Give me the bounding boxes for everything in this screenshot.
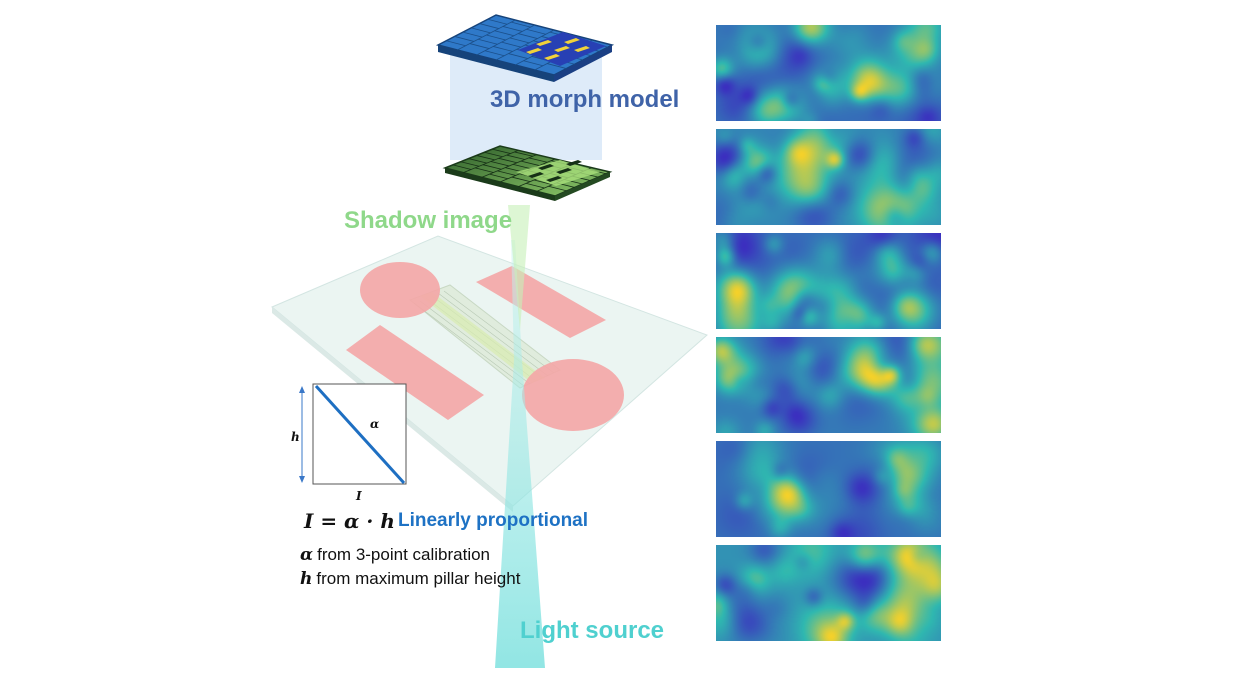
note-h-symbol: h xyxy=(300,569,313,589)
electrode-pads xyxy=(346,262,624,431)
note-alpha: α from 3-point calibration xyxy=(300,545,490,565)
equation: I = α · h xyxy=(304,509,395,533)
projection-column xyxy=(450,55,602,160)
light-beam-upper xyxy=(508,205,530,330)
note-alpha-text: from 3-point calibration xyxy=(317,545,491,564)
inset-line xyxy=(314,384,406,485)
heatmap-5 xyxy=(716,441,941,537)
linearly-proportional-label: Linearly proportional xyxy=(398,510,589,531)
heatmap-2 xyxy=(716,129,941,225)
light-beam xyxy=(495,240,545,668)
light-source-label: Light source xyxy=(520,617,665,644)
heatmap-1 xyxy=(716,25,941,121)
inset-slope-label: α xyxy=(370,417,380,431)
inset-y-axis-label: h xyxy=(291,430,300,444)
inset-plot xyxy=(299,383,407,485)
morph-model-tile xyxy=(435,14,615,82)
morph-model-label: 3D morph model xyxy=(490,86,680,113)
note-h-text: from maximum pillar height xyxy=(316,569,521,588)
shadow-image-tile xyxy=(442,145,613,201)
heatmap-4 xyxy=(716,337,941,433)
note-alpha-symbol: α xyxy=(300,545,314,565)
inset-x-axis-label: I xyxy=(356,489,362,503)
note-h: h from maximum pillar height xyxy=(300,569,520,589)
heatmap-6 xyxy=(716,545,941,641)
heatmap-3 xyxy=(716,233,941,329)
shadow-image-label: Shadow image xyxy=(344,207,513,234)
heatmap-stack xyxy=(716,25,941,649)
